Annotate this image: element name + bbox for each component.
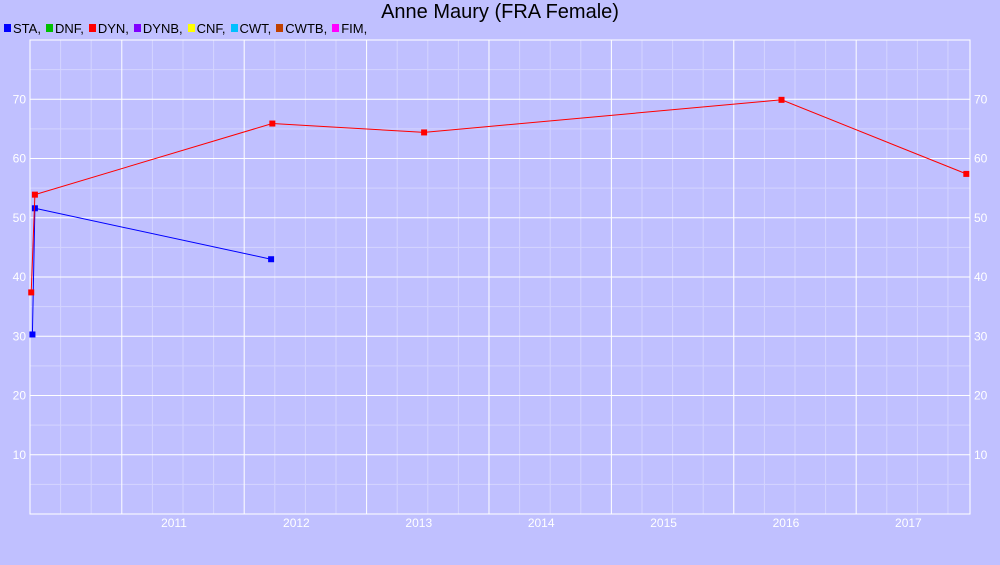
x-tick-label: 2016 (773, 516, 800, 530)
series-line-dyn (30, 99, 967, 293)
legend-item-dyn: DYN, (88, 20, 129, 36)
data-point-dyn (421, 129, 428, 136)
legend-item-dynb: DYNB, (133, 20, 183, 36)
x-tick-label: 2011 (161, 516, 187, 530)
y-tick-label-right: 30 (974, 329, 988, 343)
data-point-sta (31, 205, 38, 212)
y-tick-label-right: 40 (974, 270, 988, 284)
legend-swatch (230, 24, 238, 32)
y-tick-label-left: 50 (13, 211, 27, 225)
x-tick-label: 2012 (283, 516, 310, 530)
y-tick-label-left: 70 (13, 92, 27, 106)
y-tick-label-right: 20 (974, 389, 988, 403)
x-tick-label: 2017 (895, 516, 922, 530)
legend-label: CWTB, (285, 20, 328, 36)
y-tick-label-right: 10 (974, 448, 988, 462)
legend-swatch (133, 24, 141, 32)
data-point-dyn (28, 289, 35, 296)
legend-label: CWT, (239, 20, 272, 36)
data-point-dyn (963, 170, 970, 177)
legend-swatch (4, 24, 11, 32)
data-point-dyn (269, 120, 276, 127)
x-tick-label: 2014 (528, 516, 555, 530)
chart-title: Anne Maury (FRA Female) (381, 1, 619, 23)
legend: STA, DNF, DYN, DYNB, CNF, CWT, CWTB, FIM, (4, 20, 372, 36)
legend-item-cwt: CWT, (230, 20, 272, 36)
legend-swatch (332, 24, 340, 32)
legend-label: CNF, (196, 20, 226, 36)
legend-label: STA, (13, 20, 41, 36)
data-point-dyn (31, 191, 38, 198)
x-tick-label: 2015 (650, 516, 677, 530)
y-tick-label-left: 10 (13, 448, 27, 462)
legend-item-dnf: DNF, (45, 20, 84, 36)
y-tick-label-left: 20 (13, 389, 27, 403)
y-tick-label-left: 30 (13, 329, 27, 343)
y-tick-label-left: 60 (13, 152, 27, 166)
legend-swatch (88, 24, 96, 32)
y-tick-label-left: 40 (13, 270, 27, 284)
legend-swatch (187, 24, 195, 32)
y-tick-label-right: 50 (974, 211, 988, 225)
legend-item-sta: STA, (4, 21, 41, 36)
legend-label: DYN, (97, 20, 129, 36)
legend-swatch (276, 24, 284, 32)
x-tick-label: 2013 (405, 516, 432, 530)
y-tick-label-right: 60 (974, 152, 988, 166)
series-line-sta (31, 207, 272, 335)
legend-swatch (45, 24, 53, 32)
data-point-sta (29, 331, 36, 338)
legend-item-cnf: CNF, (187, 20, 226, 36)
y-tick-label-right: 70 (974, 92, 988, 106)
legend-label: DYNB, (142, 20, 183, 36)
plot-border (29, 39, 971, 515)
legend-item-fim: FIM, (332, 21, 367, 36)
legend-label: DNF, (54, 20, 84, 36)
data-point-sta (268, 256, 275, 263)
legend-item-cwtb: CWTB, (276, 21, 327, 36)
legend-label: FIM, (341, 20, 368, 36)
data-point-dyn (778, 96, 785, 103)
